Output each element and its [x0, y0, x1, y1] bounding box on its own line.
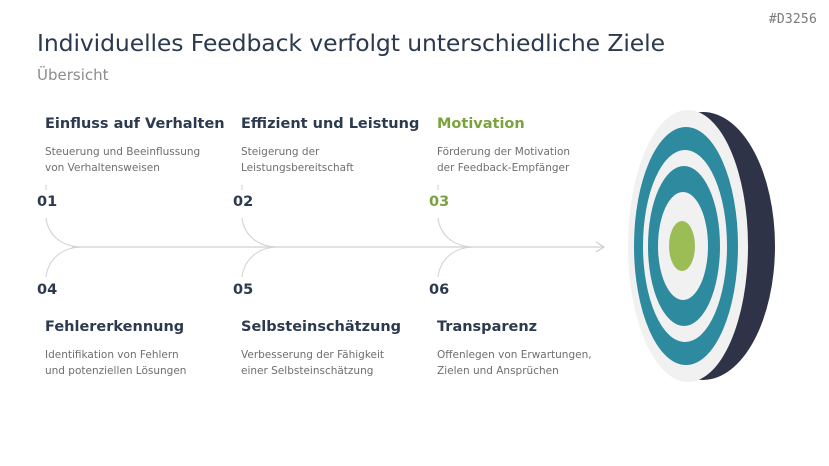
curve-06 — [437, 246, 473, 278]
page-subtitle: Übersicht — [37, 66, 109, 84]
item-04-number: 04 — [37, 282, 58, 298]
item-01-desc-line1: Steuerung und Beeinflussung — [45, 146, 201, 158]
item-01-heading: Einfluss auf Verhalten — [45, 116, 225, 132]
item-06-number: 06 — [429, 282, 450, 298]
curve-01 — [45, 217, 81, 248]
curve-03 — [437, 217, 473, 248]
item-06-desc-line2: Zielen und Ansprüchen — [437, 365, 559, 377]
arrow-right-icon — [595, 241, 606, 253]
item-06-desc-line1: Offenlegen von Erwartungen, — [437, 349, 592, 361]
item-02-desc-line2: Leistungsbereitschaft — [241, 162, 354, 174]
item-02-heading: Effizient und Leistung — [241, 116, 420, 132]
item-04-desc-line1: Identifikation von Fehlern — [45, 349, 179, 361]
merge-curves — [45, 217, 473, 278]
target-icon — [628, 110, 775, 382]
item-03-number: 03 — [429, 194, 450, 210]
item-02-desc-line1: Steigerung der — [241, 146, 320, 158]
page-title: Individuelles Feedback verfolgt untersch… — [37, 29, 665, 57]
item-01-number: 01 — [37, 194, 58, 210]
curve-05 — [241, 246, 277, 278]
curve-04 — [45, 246, 81, 278]
item-04-desc-line2: und potenziellen Lösungen — [45, 365, 187, 377]
item-06-heading: Transparenz — [437, 319, 538, 335]
item-05-number: 05 — [233, 282, 254, 298]
item-05-desc-line2: einer Selbsteinschätzung — [241, 365, 374, 377]
item-04-heading: Fehlererkennung — [45, 319, 185, 335]
bullseye — [669, 221, 695, 271]
item-03-heading: Motivation — [437, 116, 525, 132]
item-05-desc-line1: Verbesserung der Fähigkeit — [241, 349, 385, 361]
slide-code: #D3256 — [768, 12, 817, 27]
item-01-desc-line2: von Verhaltensweisen — [45, 162, 160, 174]
item-05-heading: Selbsteinschätzung — [241, 319, 402, 335]
curve-02 — [241, 217, 277, 248]
item-02-number: 02 — [233, 194, 254, 210]
item-03-desc-line2: der Feedback-Empfänger — [437, 162, 570, 174]
item-03-desc-line1: Förderung der Motivation — [437, 146, 571, 158]
